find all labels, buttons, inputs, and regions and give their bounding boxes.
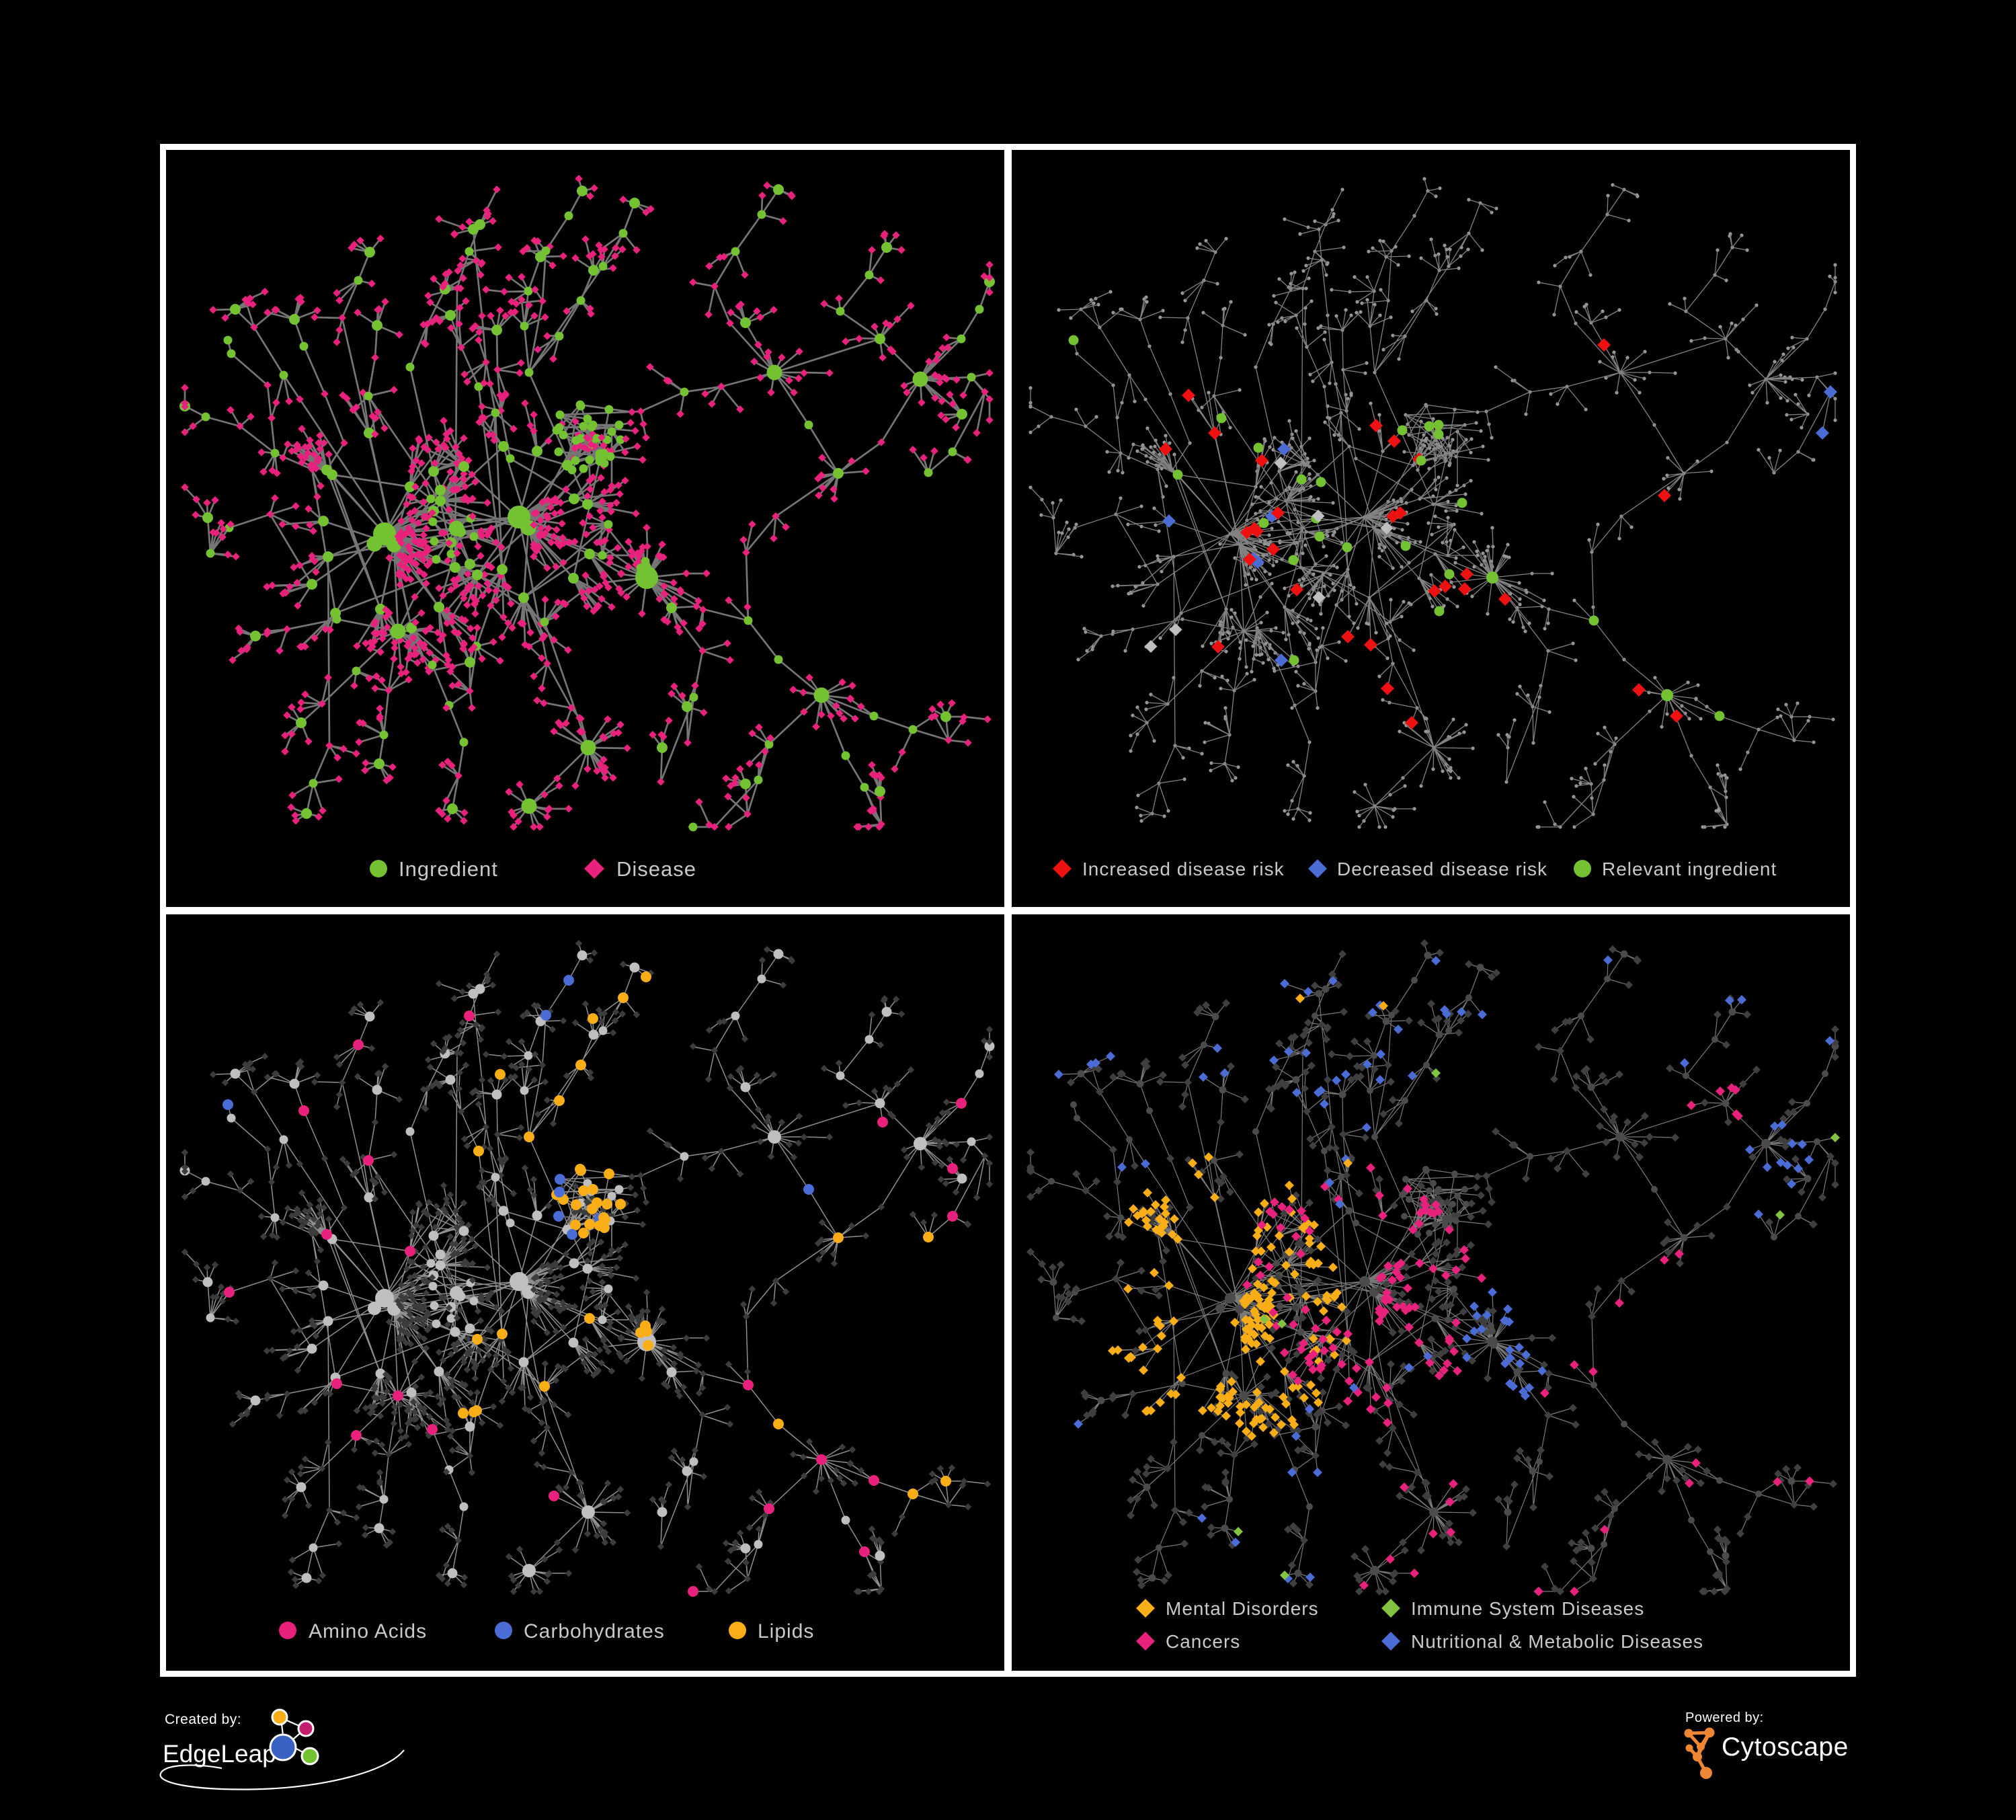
svg-text:Decreased disease risk: Decreased disease risk (1337, 859, 1547, 879)
svg-text:Mental Disorders: Mental Disorders (1166, 1598, 1319, 1619)
svg-text:Relevant ingredient: Relevant ingredient (1602, 859, 1777, 879)
svg-text:EdgeLeap: EdgeLeap (163, 1740, 276, 1768)
svg-text:Ingredient: Ingredient (399, 857, 498, 881)
svg-text:Lipids: Lipids (758, 1620, 814, 1643)
svg-text:Disease: Disease (616, 857, 696, 881)
svg-text:Increased disease risk: Increased disease risk (1082, 859, 1285, 879)
svg-text:Carbohydrates: Carbohydrates (524, 1620, 665, 1643)
svg-text:Cytoscape: Cytoscape (1722, 1733, 1849, 1762)
svg-text:Amino Acids: Amino Acids (309, 1620, 427, 1643)
svg-text:Powered by:: Powered by: (1685, 1710, 1764, 1725)
svg-text:Immune System Diseases: Immune System Diseases (1411, 1598, 1644, 1619)
svg-text:Cancers: Cancers (1166, 1631, 1240, 1652)
svg-text:Created by:: Created by: (165, 1712, 241, 1727)
svg-text:Nutritional & Metabolic Diseas: Nutritional & Metabolic Diseases (1411, 1631, 1703, 1652)
